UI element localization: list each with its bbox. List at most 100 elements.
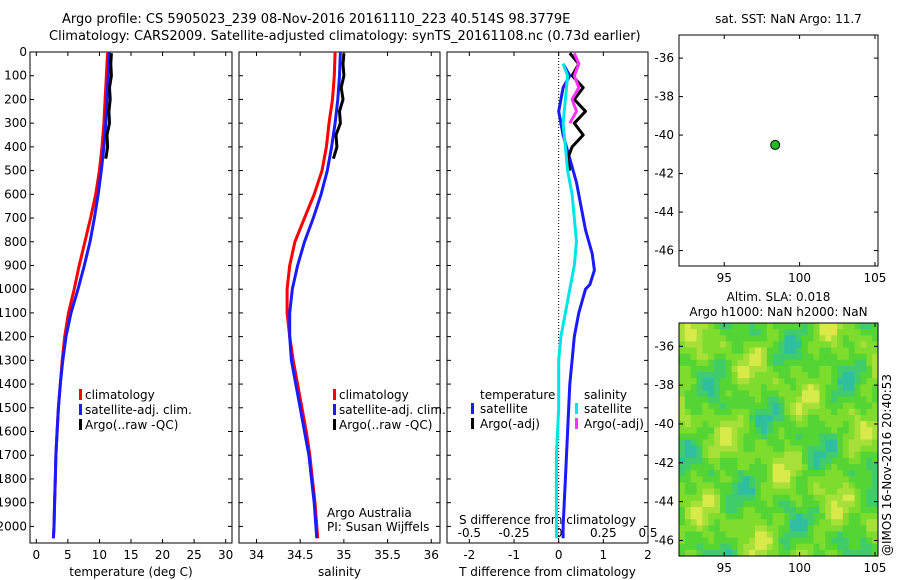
sla-cell [784, 476, 791, 484]
sla-cell [866, 414, 873, 422]
sla-cell [719, 519, 727, 526]
x-tick-label: -1 [508, 548, 520, 562]
x-tick-label: 35 [336, 548, 351, 562]
map-y-tick-label: -44 [654, 205, 674, 219]
sla-cell [784, 482, 791, 490]
sla-cell [702, 378, 709, 385]
sla-cell [708, 421, 715, 428]
sla-cell [755, 476, 762, 484]
sla-cell [825, 519, 832, 526]
sla-cell [813, 353, 821, 361]
sla-cell [854, 421, 862, 428]
sla-cell [725, 494, 733, 502]
sla-cell [807, 525, 815, 533]
sla-cell [848, 543, 856, 551]
sla-cell [772, 494, 780, 502]
sla-cell [725, 341, 733, 349]
sla-cell [790, 359, 797, 367]
sla-cell [696, 402, 704, 410]
legend-swatch [575, 403, 578, 414]
sla-cell [819, 519, 826, 526]
sla-cell [702, 519, 709, 526]
sla-cell [719, 390, 727, 398]
sla-cell [719, 335, 727, 342]
sla-cell [807, 347, 815, 355]
sla-cell [690, 457, 698, 465]
sla-cell [778, 494, 785, 502]
sla-cell [807, 494, 815, 502]
sla-cell [778, 464, 785, 471]
sla-cell [696, 482, 704, 490]
sla-cell [731, 506, 739, 514]
sla-cell [866, 372, 873, 379]
sla-cell [766, 506, 774, 514]
sla-cell [696, 341, 704, 349]
legend-label: Argo(-adj) [584, 417, 644, 431]
depth-tick-label: 0 [19, 45, 27, 59]
sla-cell [819, 427, 826, 434]
sla-cell [825, 396, 832, 404]
sla-cell [837, 513, 844, 520]
sla-cell [766, 482, 774, 490]
sla-cell [760, 506, 768, 514]
x-axis-label: salinity [318, 565, 361, 579]
sla-cell [708, 543, 715, 551]
sla-cell [842, 378, 850, 385]
sla-cell [860, 445, 867, 453]
sla-cell [719, 537, 727, 545]
sla-cell [743, 408, 750, 416]
sla-cell [825, 384, 832, 392]
map-y-tick-label: -40 [654, 128, 674, 142]
sla-cell [772, 421, 780, 428]
sla-cell [796, 488, 803, 496]
sla-cell [737, 549, 744, 557]
sla-cell [702, 445, 709, 453]
sla-cell [749, 359, 756, 367]
sla-cell [708, 451, 715, 459]
sla-cell [749, 494, 756, 502]
series-argo-raw-qc- [104, 53, 113, 159]
sla-cell [755, 341, 762, 349]
sla-cell [737, 347, 744, 355]
map-frame-sla-map [678, 322, 879, 557]
sla-cell [766, 353, 774, 361]
map-y-tick-label: -44 [654, 495, 674, 509]
sla-cell [848, 439, 856, 447]
sla-cell [772, 519, 780, 526]
sla-cell [790, 543, 797, 551]
sla-cell [778, 427, 785, 434]
sla-cell [708, 476, 715, 484]
sla-cell [731, 414, 739, 422]
sla-cell [714, 323, 721, 330]
sla-cell [866, 347, 873, 355]
sla-cell [842, 543, 850, 551]
sla-cell [737, 353, 744, 361]
sla-cell [831, 421, 838, 428]
sla-cell [749, 470, 756, 477]
sla-cell [819, 323, 826, 330]
profile-title: Argo profile: CS 5905023_239 08-Nov-2016… [62, 12, 571, 27]
sla-cell [842, 464, 850, 471]
sla-cell [784, 537, 791, 545]
series-salinity-satellite [554, 63, 578, 539]
sla-cell [708, 464, 715, 471]
sla-cell [872, 433, 879, 441]
sla-cell [766, 329, 774, 336]
sla-cell [819, 372, 826, 379]
sla-cell [866, 402, 873, 410]
sla-cell [772, 433, 780, 441]
sla-cell [702, 335, 709, 342]
sla-cell [784, 427, 791, 434]
sla-cell [866, 525, 873, 533]
sla-cell [866, 384, 873, 392]
sla-cell [731, 445, 739, 453]
sla-cell [837, 353, 844, 361]
sla-cell [784, 500, 791, 508]
sla-cell [731, 359, 739, 367]
sla-cell [778, 445, 785, 453]
sla-cell [854, 476, 862, 484]
sla-cell [866, 378, 873, 385]
sla-cell [743, 464, 750, 471]
sla-cell [854, 525, 862, 533]
sla-cell [708, 537, 715, 545]
